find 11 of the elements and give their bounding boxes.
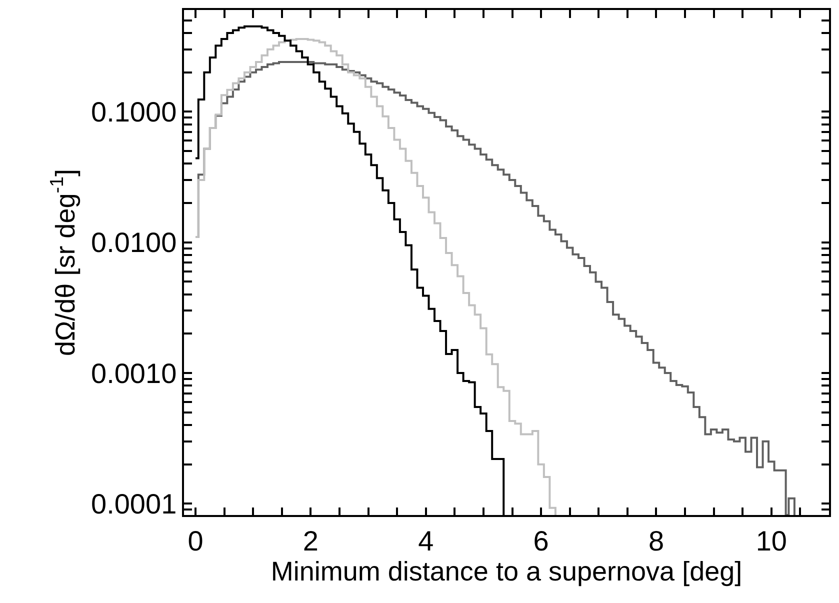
- x-tick-label: 4: [418, 525, 434, 556]
- x-tick-label: 2: [302, 525, 318, 556]
- x-tick-label: 0: [188, 525, 204, 556]
- x-tick-label: 6: [533, 525, 549, 556]
- x-tick-label: 10: [756, 525, 787, 556]
- x-axis-title: Minimum distance to a supernova [deg]: [270, 556, 742, 586]
- x-tick-label: 8: [648, 525, 664, 556]
- y-tick-label: 0.0001: [91, 488, 177, 520]
- y-tick-label: 0.0100: [91, 227, 177, 258]
- y-tick-label: 0.0010: [91, 358, 177, 389]
- y-tick-label: 0.1000: [91, 96, 177, 128]
